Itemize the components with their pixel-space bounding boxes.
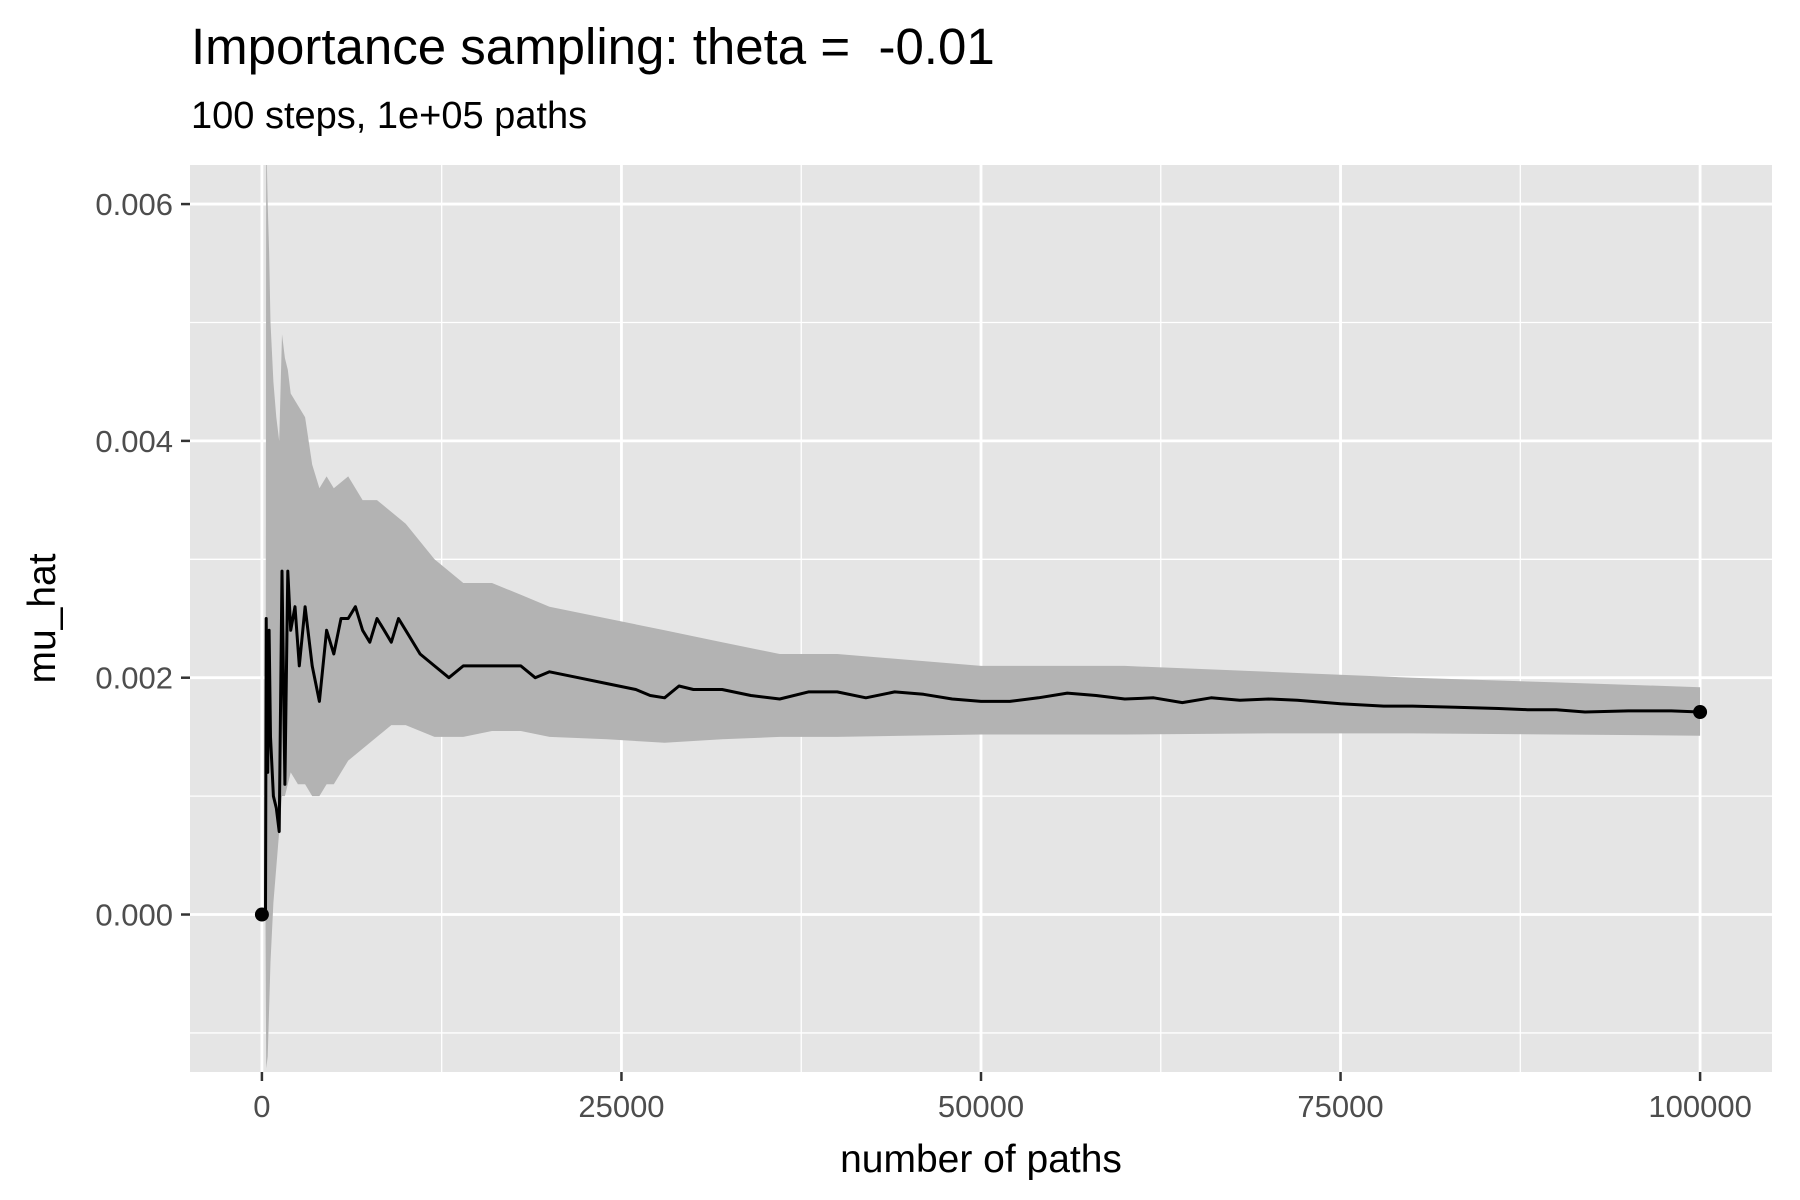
x-axis-title: number of paths xyxy=(840,1138,1122,1181)
x-tick-label: 0 xyxy=(253,1089,270,1124)
y-tick-label: 0.004 xyxy=(95,424,173,459)
x-tick-label: 50000 xyxy=(938,1089,1024,1124)
endpoint-marker xyxy=(1693,705,1708,720)
endpoint-marker xyxy=(254,907,269,922)
chart-subtitle: 100 steps, 1e+05 paths xyxy=(191,95,588,137)
y-tick-label: 0.000 xyxy=(95,898,173,933)
x-tick-label: 100000 xyxy=(1648,1089,1751,1124)
confidence-ribbon xyxy=(261,165,1701,1069)
y-tick-label: 0.006 xyxy=(95,187,173,222)
x-tick-label: 25000 xyxy=(578,1089,664,1124)
y-axis-title: mu_hat xyxy=(21,553,64,683)
x-axis: 0 25000 50000 75000 100000 xyxy=(253,1072,1752,1124)
y-axis: 0.000 0.002 0.004 0.006 xyxy=(95,187,190,933)
chart-title: Importance sampling: theta = -0.01 xyxy=(191,18,995,75)
series-line xyxy=(261,569,1701,916)
endpoint-layer xyxy=(254,705,1708,922)
confidence-ribbon-layer xyxy=(261,165,1701,1069)
x-tick-label: 75000 xyxy=(1297,1089,1383,1124)
series-line-layer xyxy=(261,569,1701,916)
y-tick-label: 0.002 xyxy=(95,661,173,696)
